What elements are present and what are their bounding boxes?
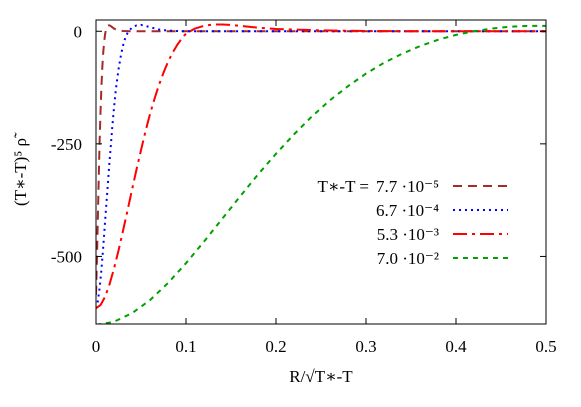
- legend-label-2: 6.7 ·10⁻⁴: [376, 201, 439, 220]
- y-tick-label: -250: [51, 135, 82, 154]
- x-tick-label: 0: [92, 337, 101, 356]
- series-layer: [96, 23, 546, 324]
- plot-frame: [95, 19, 547, 325]
- legend-label-4: 7.0 ·10⁻²: [377, 249, 439, 268]
- y-tick-label: 0: [74, 22, 83, 41]
- series-line-2: [96, 23, 546, 309]
- x-axis-label: R/√T∗-T: [289, 367, 353, 386]
- legend: T∗-T = 7.7 ·10⁻⁵ 6.7 ·10⁻⁴ 5.3 ·10⁻³ 7.0 ·1…: [317, 177, 508, 268]
- x-tick-label: 0.2: [265, 337, 286, 356]
- x-tick-label: 0.5: [535, 337, 556, 356]
- legend-prefix: T∗-T =: [317, 177, 369, 196]
- legend-label-3: 5.3 ·10⁻³: [377, 225, 439, 244]
- series-line-1: [96, 24, 546, 295]
- series-line-3: [96, 23, 546, 310]
- x-tick-label: 0.1: [175, 337, 196, 356]
- y-axis-label: (T∗-T)⁵ ρ̃: [11, 132, 30, 206]
- y-tick-label: -500: [51, 247, 82, 266]
- x-tick-label: 0.4: [445, 337, 467, 356]
- ticks-layer: 0 0.1 0.2 0.3 0.4 0.5 0 -250 -500: [51, 20, 557, 356]
- legend-label-1: 7.7 ·10⁻⁵: [376, 177, 439, 196]
- x-tick-label: 0.3: [355, 337, 376, 356]
